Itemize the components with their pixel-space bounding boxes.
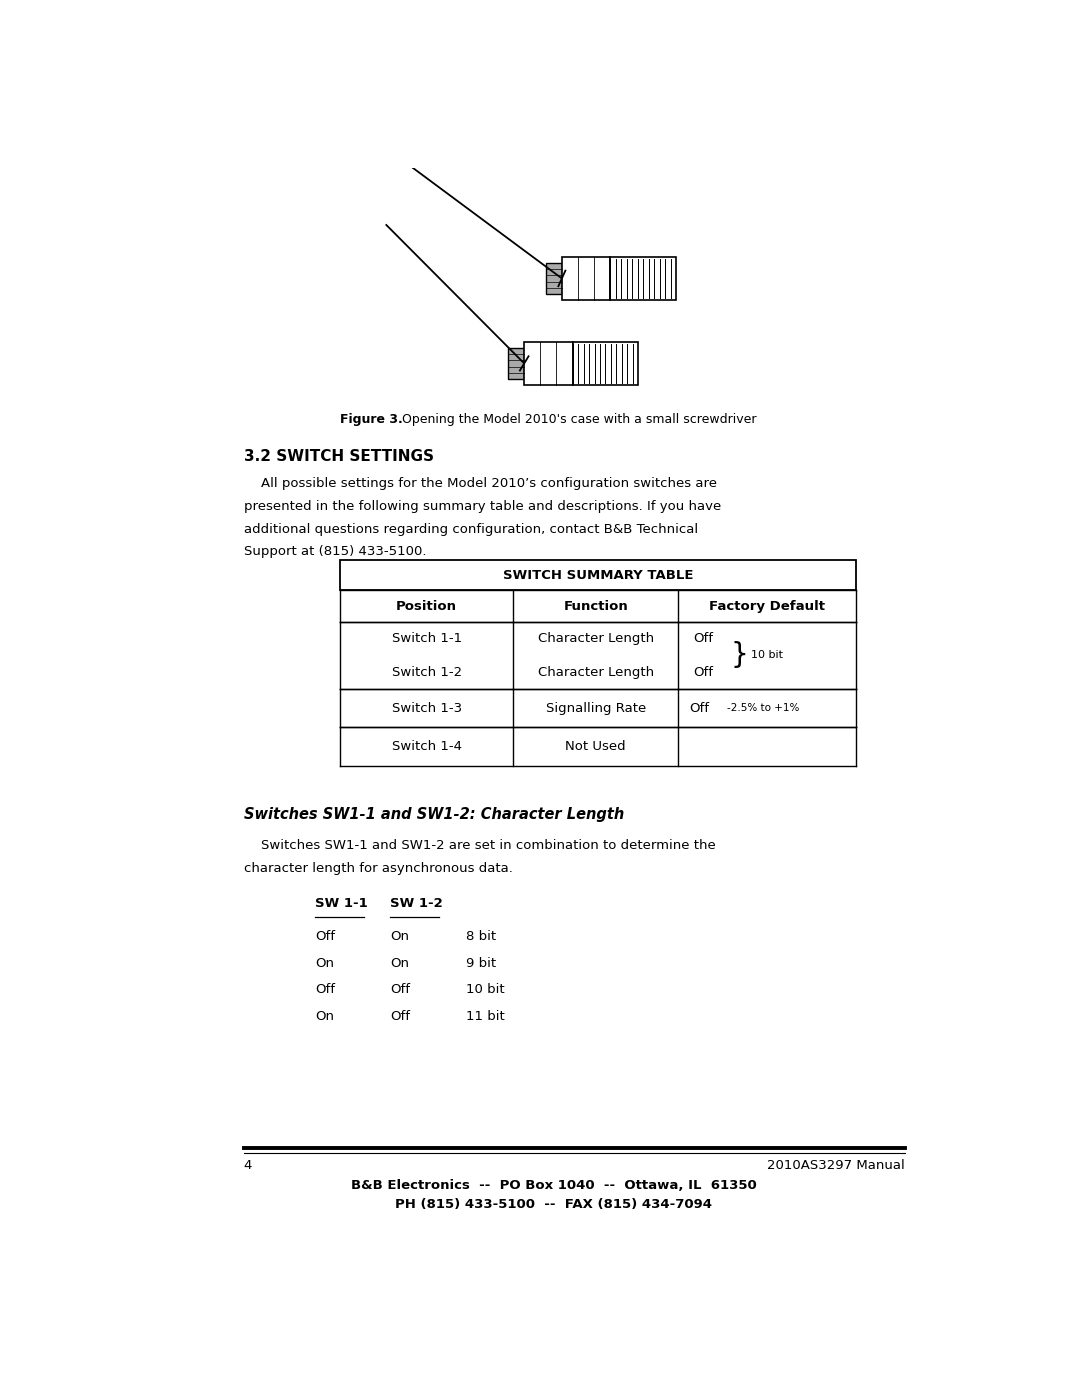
Text: PH (815) 433-5100  --  FAX (815) 434-7094: PH (815) 433-5100 -- FAX (815) 434-7094 [395, 1199, 712, 1211]
Bar [509, 348, 524, 379]
Text: Character Length: Character Length [538, 665, 653, 679]
Text: SWITCH SUMMARY TABLE: SWITCH SUMMARY TABLE [503, 569, 693, 581]
Text: On: On [315, 1010, 334, 1024]
Text: }: } [730, 641, 748, 669]
Text: Figure 3.: Figure 3. [340, 414, 403, 426]
Text: Position: Position [396, 599, 457, 613]
Text: Switches SW1-1 and SW1-2 are set in combination to determine the: Switches SW1-1 and SW1-2 are set in comb… [244, 840, 716, 852]
Text: SW 1-1: SW 1-1 [315, 897, 367, 911]
Text: Character Length: Character Length [538, 633, 653, 645]
Text: On: On [315, 957, 334, 970]
Text: presented in the following summary table and descriptions. If you have: presented in the following summary table… [244, 500, 721, 513]
Text: 8 bit: 8 bit [465, 929, 496, 943]
Bar [524, 342, 572, 386]
Text: All possible settings for the Model 2010’s configuration switches are: All possible settings for the Model 2010… [244, 478, 717, 490]
Text: Factory Default: Factory Default [710, 599, 825, 613]
Text: 2010AS3297 Manual: 2010AS3297 Manual [767, 1160, 905, 1172]
Text: Switches SW1-1 and SW1-2: Character Length: Switches SW1-1 and SW1-2: Character Leng… [244, 807, 624, 821]
Text: -2.5% to +1%: -2.5% to +1% [727, 703, 799, 712]
Text: Off: Off [315, 929, 335, 943]
Text: 10 bit: 10 bit [465, 983, 504, 996]
Text: character length for asynchronous data.: character length for asynchronous data. [244, 862, 513, 875]
Text: Off: Off [390, 983, 410, 996]
Text: Opening the Model 2010's case with a small screwdriver: Opening the Model 2010's case with a sma… [394, 414, 757, 426]
Bar [546, 263, 562, 295]
Bar [340, 560, 856, 591]
Text: Switch 1-2: Switch 1-2 [392, 665, 461, 679]
Text: Switch 1-1: Switch 1-1 [392, 633, 461, 645]
Text: Off: Off [315, 983, 335, 996]
Bar [610, 257, 676, 300]
Text: SW 1-2: SW 1-2 [390, 897, 443, 911]
Text: 9 bit: 9 bit [465, 957, 496, 970]
Text: Switch 1-4: Switch 1-4 [392, 740, 461, 753]
Text: On: On [390, 929, 409, 943]
Text: Off: Off [689, 701, 710, 715]
Bar [572, 342, 638, 386]
Text: 11 bit: 11 bit [465, 1010, 504, 1024]
Text: Support at (815) 433-5100.: Support at (815) 433-5100. [244, 545, 427, 559]
Text: additional questions regarding configuration, contact B&B Technical: additional questions regarding configura… [244, 522, 698, 535]
Text: Switch 1-3: Switch 1-3 [392, 701, 461, 715]
Text: Function: Function [564, 599, 629, 613]
Text: Not Used: Not Used [566, 740, 626, 753]
Bar [562, 257, 610, 300]
Text: 3.2 SWITCH SETTINGS: 3.2 SWITCH SETTINGS [244, 450, 434, 464]
Text: Off: Off [693, 665, 714, 679]
Text: Signalling Rate: Signalling Rate [545, 701, 646, 715]
Text: 10 bit: 10 bit [752, 651, 783, 661]
Text: 4: 4 [244, 1160, 253, 1172]
Text: On: On [390, 957, 409, 970]
Text: Off: Off [693, 633, 714, 645]
Text: Off: Off [390, 1010, 410, 1024]
Text: B&B Electronics  --  PO Box 1040  --  Ottawa, IL  61350: B&B Electronics -- PO Box 1040 -- Ottawa… [351, 1179, 756, 1192]
